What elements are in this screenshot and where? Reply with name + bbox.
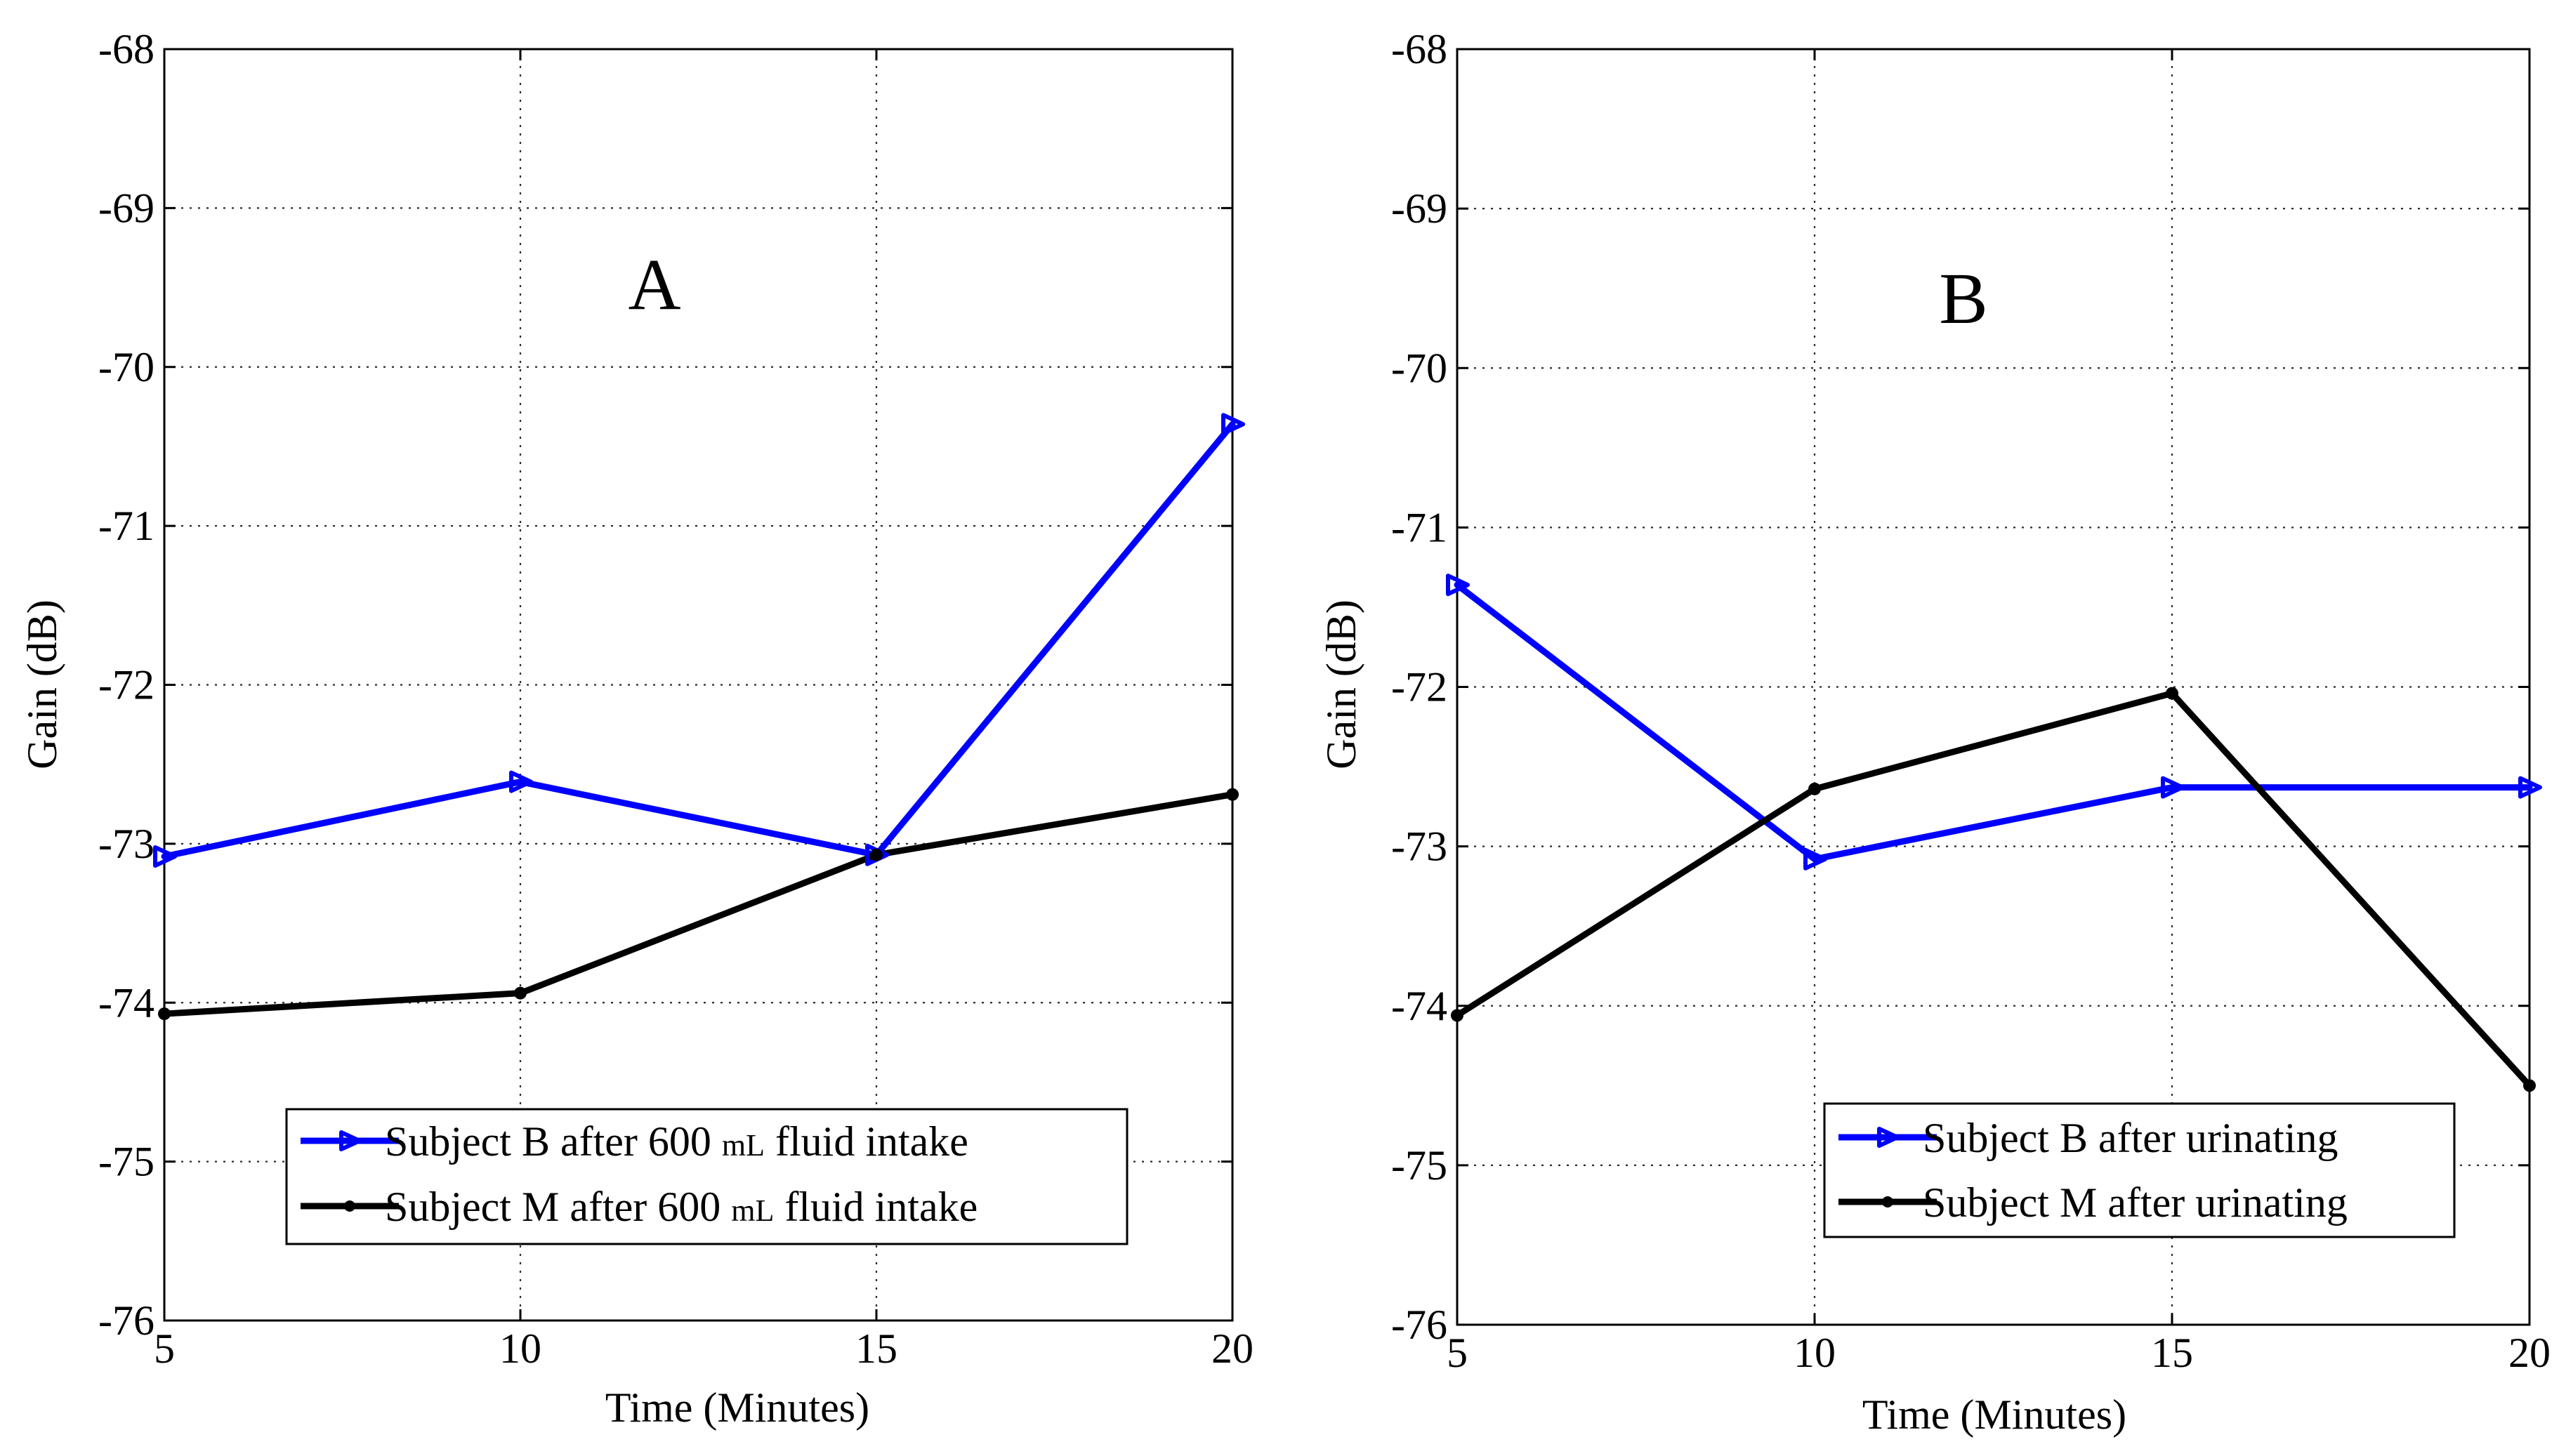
y-tick-label-b-1: -69 <box>1391 185 1447 232</box>
data-point-a-subject-b-3 <box>1221 413 1245 436</box>
y-tick-label-b-8: -76 <box>1391 1302 1447 1348</box>
legend-label-a-subject-m-part1: Subject M after 600 <box>385 1184 731 1230</box>
data-point-a-subject-m-2 <box>870 848 883 861</box>
panel-label-b: B <box>1939 258 1987 339</box>
x-tick-label-b-1: 10 <box>1794 1330 1836 1376</box>
data-point-a-subject-b-1 <box>509 770 533 793</box>
series-line-a-subject-b <box>161 421 1236 860</box>
legend-label-a-subject-m-part2: fluid intake <box>774 1184 978 1230</box>
legend-label-a-subject-m-unit: mL <box>731 1193 774 1228</box>
y-tick-label-a-1: -69 <box>98 185 154 231</box>
y-tick-label-a-6: -74 <box>98 979 154 1026</box>
data-point-b-subject-m-1 <box>1808 782 1821 795</box>
data-point-b-subject-m-2 <box>2166 687 2178 700</box>
data-point-a-subject-b-0 <box>153 845 177 868</box>
data-point-a-subject-m-3 <box>1226 788 1239 801</box>
y-tick-label-a-0: -68 <box>98 26 154 72</box>
data-point-b-subject-b-0 <box>1446 574 1470 597</box>
legend-box-b <box>1823 1102 2456 1238</box>
y-tick-label-b-4: -72 <box>1391 664 1447 710</box>
y-tick-label-a-8: -76 <box>98 1297 154 1344</box>
data-point-b-subject-b-2 <box>2161 776 2185 799</box>
y-tick-label-b-6: -74 <box>1391 983 1447 1029</box>
x-tick-label-b-3: 20 <box>2508 1330 2551 1376</box>
data-point-a-subject-m-0 <box>158 1007 171 1021</box>
y-axis-title-a: Gain (dB) <box>19 600 65 769</box>
y-tick-label-a-5: -73 <box>98 821 154 867</box>
y-axis-title-b: Gain (dB) <box>1318 600 1364 769</box>
legend-marker-b-subject-b <box>1877 1127 1900 1148</box>
x-tick-label-a-0: 5 <box>154 1325 175 1372</box>
legend-a: Subject B after 600 mL fluid intake Subj… <box>285 1108 1129 1245</box>
data-point-b-subject-b-1 <box>1803 847 1827 871</box>
y-tick-label-a-4: -72 <box>98 662 154 708</box>
legend-marker-a-subject-b <box>339 1130 362 1151</box>
chart-panel-b: B Time (Minutes) Gain (dB) 5 10 15 20 -68 -69… <box>1318 26 2551 1438</box>
series-line-b-subject-m <box>1454 690 2533 1089</box>
legend-label-a-subject-b-unit: mL <box>722 1128 765 1163</box>
legend-marker-a-subject-m <box>344 1200 355 1212</box>
x-tick-label-a-3: 20 <box>1211 1325 1254 1372</box>
y-tick-label-a-2: -70 <box>98 344 154 390</box>
panel-label-a: A <box>628 244 680 325</box>
legend-label-a-subject-b-part1: Subject B after 600 <box>385 1118 722 1165</box>
y-tick-label-b-5: -73 <box>1391 823 1447 870</box>
series-line-b-subject-b <box>1454 581 2533 863</box>
data-point-b-subject-m-3 <box>2523 1079 2536 1092</box>
y-tick-label-b-7: -75 <box>1391 1142 1447 1189</box>
x-axis-title-b: Time (Minutes) <box>1862 1391 2126 1438</box>
y-tick-label-b-0: -68 <box>1391 26 1447 72</box>
legend-label-a-subject-b-part2: fluid intake <box>765 1118 968 1165</box>
legend-box-a <box>285 1108 1129 1245</box>
data-point-b-subject-b-3 <box>2518 776 2542 799</box>
series-line-a-subject-m <box>161 791 1236 1017</box>
legend-b: Subject B after urinating Subject M afte… <box>1823 1102 2456 1238</box>
x-tick-label-a-1: 10 <box>499 1325 541 1372</box>
legend-label-b-subject-b: Subject B after urinating <box>1923 1115 2338 1161</box>
x-tick-label-b-2: 15 <box>2151 1330 2193 1376</box>
x-axis-title-a: Time (Minutes) <box>605 1384 869 1431</box>
x-tick-label-b-0: 5 <box>1447 1330 1468 1376</box>
chart-panel-a: A Time (Minutes) Gain (dB) 5 10 15 20 -68 -69… <box>19 26 1254 1431</box>
legend-label-a-subject-m: Subject M after 600 mL fluid intake <box>385 1184 978 1230</box>
data-point-b-subject-m-0 <box>1451 1009 1463 1022</box>
legend-label-b-subject-b-text: Subject B after urinating <box>1923 1115 2338 1161</box>
legend-label-b-subject-m: Subject M after urinating <box>1923 1179 2348 1226</box>
y-tick-label-a-3: -71 <box>98 503 154 549</box>
x-tick-label-a-2: 15 <box>855 1325 897 1372</box>
y-tick-label-b-2: -70 <box>1391 345 1447 391</box>
legend-label-b-subject-m-text: Subject M after urinating <box>1923 1179 2348 1226</box>
legend-marker-b-subject-m <box>1882 1196 1893 1207</box>
data-point-a-subject-m-1 <box>514 986 527 1000</box>
y-tick-label-b-3: -71 <box>1391 504 1447 550</box>
y-tick-label-a-7: -75 <box>98 1139 154 1185</box>
legend-label-a-subject-b: Subject B after 600 mL fluid intake <box>385 1118 968 1165</box>
